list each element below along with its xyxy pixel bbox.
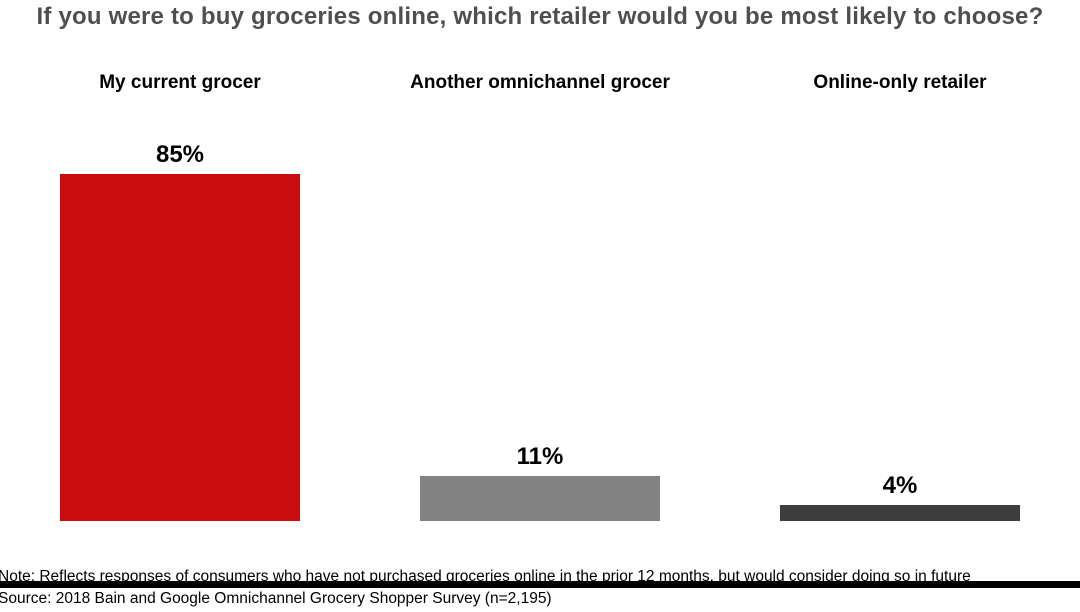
- bar-chart-plot-area: My current grocer 85% Another omnichanne…: [0, 60, 1080, 588]
- bar-group: 85%: [60, 143, 300, 521]
- chart-column-online-only-retailer: Online-only retailer 4%: [720, 60, 1080, 528]
- note-text: Note: Reflects responses of consumers wh…: [0, 568, 971, 585]
- category-label: My current grocer: [99, 72, 261, 93]
- chart-column-my-current-grocer: My current grocer 85%: [0, 60, 360, 528]
- source-text: Source: 2018 Bain and Google Omnichannel…: [0, 590, 552, 607]
- category-label: Another omnichannel grocer: [410, 72, 670, 93]
- value-label: 85%: [155, 141, 205, 168]
- x-axis-baseline: [0, 581, 1080, 588]
- value-label: 11%: [516, 443, 564, 470]
- bar-group: 11%: [420, 445, 660, 521]
- bar-my-current-grocer: [60, 174, 300, 521]
- chart-title: If you were to buy groceries online, whi…: [36, 3, 1044, 30]
- bar-online-only-retailer: [780, 505, 1020, 521]
- category-label: Online-only retailer: [813, 72, 987, 93]
- bar-another-omnichannel-grocer: [420, 476, 660, 521]
- value-label: 4%: [882, 472, 918, 499]
- bar-group: 4%: [780, 474, 1020, 521]
- chart-column-another-omnichannel-grocer: Another omnichannel grocer 11%: [360, 60, 720, 528]
- footer-notes: Note: Reflects responses of consumers wh…: [0, 566, 1080, 610]
